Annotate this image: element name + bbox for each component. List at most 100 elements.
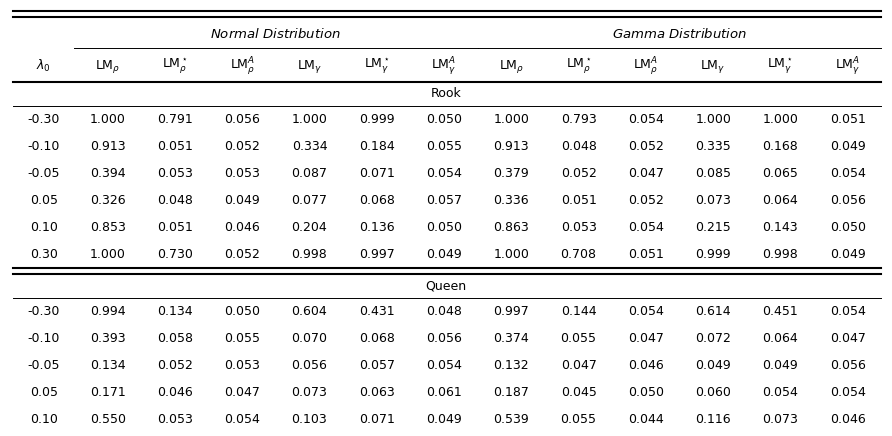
Text: 0.045: 0.045 xyxy=(561,386,597,399)
Text: 0.047: 0.047 xyxy=(628,332,664,345)
Text: 0.05: 0.05 xyxy=(29,194,58,207)
Text: 0.048: 0.048 xyxy=(157,194,193,207)
Text: 0.065: 0.065 xyxy=(763,167,798,180)
Text: 0.708: 0.708 xyxy=(560,248,597,261)
Text: 0.046: 0.046 xyxy=(225,221,260,234)
Text: $\mathit{Normal\ Distribution}$: $\mathit{Normal\ Distribution}$ xyxy=(211,27,342,41)
Text: 0.085: 0.085 xyxy=(695,167,731,180)
Text: 0.044: 0.044 xyxy=(628,413,664,426)
Text: 0.056: 0.056 xyxy=(224,113,260,126)
Text: -0.10: -0.10 xyxy=(28,332,60,345)
Text: 0.999: 0.999 xyxy=(359,113,394,126)
Text: 0.171: 0.171 xyxy=(90,386,126,399)
Text: 1.000: 1.000 xyxy=(90,113,126,126)
Text: 0.054: 0.054 xyxy=(830,305,865,318)
Text: 0.054: 0.054 xyxy=(426,359,462,372)
Text: $\lambda_0$: $\lambda_0$ xyxy=(37,58,51,74)
Text: 0.335: 0.335 xyxy=(695,140,731,153)
Text: 0.132: 0.132 xyxy=(493,359,529,372)
Text: 0.913: 0.913 xyxy=(493,140,529,153)
Text: -0.30: -0.30 xyxy=(28,113,60,126)
Text: 0.053: 0.053 xyxy=(157,413,193,426)
Text: $\mathit{Gamma\ Distribution}$: $\mathit{Gamma\ Distribution}$ xyxy=(612,27,747,41)
Text: 1.000: 1.000 xyxy=(90,248,126,261)
Text: 0.052: 0.052 xyxy=(224,248,260,261)
Text: 0.047: 0.047 xyxy=(561,359,597,372)
Text: 0.053: 0.053 xyxy=(224,359,260,372)
Text: 0.056: 0.056 xyxy=(830,359,865,372)
Text: 0.187: 0.187 xyxy=(493,386,529,399)
Text: 0.051: 0.051 xyxy=(628,248,664,261)
Text: 0.913: 0.913 xyxy=(90,140,126,153)
Text: 0.047: 0.047 xyxy=(224,386,260,399)
Text: 0.064: 0.064 xyxy=(763,332,798,345)
Text: 0.10: 0.10 xyxy=(29,221,58,234)
Text: 0.136: 0.136 xyxy=(359,221,394,234)
Text: 0.058: 0.058 xyxy=(157,332,193,345)
Text: 0.614: 0.614 xyxy=(695,305,731,318)
Text: 0.379: 0.379 xyxy=(493,167,529,180)
Text: 0.997: 0.997 xyxy=(493,305,529,318)
Text: 0.539: 0.539 xyxy=(493,413,529,426)
Text: 0.049: 0.049 xyxy=(426,413,462,426)
Text: 0.054: 0.054 xyxy=(763,386,798,399)
Text: 0.134: 0.134 xyxy=(90,359,126,372)
Text: 0.077: 0.077 xyxy=(292,194,327,207)
Text: -0.30: -0.30 xyxy=(28,305,60,318)
Text: $\mathrm{LM}_\gamma$: $\mathrm{LM}_\gamma$ xyxy=(297,58,322,75)
Text: 0.998: 0.998 xyxy=(292,248,327,261)
Text: 0.054: 0.054 xyxy=(628,221,664,234)
Text: $\mathrm{LM}^A_\gamma$: $\mathrm{LM}^A_\gamma$ xyxy=(432,55,457,77)
Text: 0.057: 0.057 xyxy=(426,194,462,207)
Text: 0.053: 0.053 xyxy=(224,167,260,180)
Text: 0.054: 0.054 xyxy=(628,113,664,126)
Text: 0.793: 0.793 xyxy=(561,113,597,126)
Text: 0.184: 0.184 xyxy=(359,140,394,153)
Text: 0.050: 0.050 xyxy=(628,386,664,399)
Text: 0.055: 0.055 xyxy=(224,332,260,345)
Text: 0.073: 0.073 xyxy=(292,386,327,399)
Text: 0.604: 0.604 xyxy=(292,305,327,318)
Text: 0.054: 0.054 xyxy=(426,167,462,180)
Text: 0.052: 0.052 xyxy=(224,140,260,153)
Text: 0.046: 0.046 xyxy=(628,359,664,372)
Text: $\mathrm{LM}^\star_\gamma$: $\mathrm{LM}^\star_\gamma$ xyxy=(364,57,390,76)
Text: 0.999: 0.999 xyxy=(695,248,731,261)
Text: 0.050: 0.050 xyxy=(224,305,260,318)
Text: 0.116: 0.116 xyxy=(695,413,731,426)
Text: 1.000: 1.000 xyxy=(292,113,327,126)
Text: 0.730: 0.730 xyxy=(157,248,193,261)
Text: 0.049: 0.049 xyxy=(763,359,798,372)
Text: 0.143: 0.143 xyxy=(763,221,798,234)
Text: $\mathrm{LM}^A_\rho$: $\mathrm{LM}^A_\rho$ xyxy=(229,55,255,77)
Text: 0.326: 0.326 xyxy=(90,194,126,207)
Text: 0.060: 0.060 xyxy=(695,386,731,399)
Text: 0.791: 0.791 xyxy=(157,113,193,126)
Text: Rook: Rook xyxy=(431,88,461,100)
Text: 0.049: 0.049 xyxy=(695,359,731,372)
Text: 1.000: 1.000 xyxy=(695,113,731,126)
Text: 0.994: 0.994 xyxy=(90,305,126,318)
Text: 0.055: 0.055 xyxy=(560,413,597,426)
Text: 0.052: 0.052 xyxy=(628,194,664,207)
Text: 0.05: 0.05 xyxy=(29,386,58,399)
Text: 0.057: 0.057 xyxy=(359,359,395,372)
Text: 0.049: 0.049 xyxy=(225,194,260,207)
Text: 0.054: 0.054 xyxy=(628,305,664,318)
Text: 0.204: 0.204 xyxy=(292,221,327,234)
Text: 0.550: 0.550 xyxy=(90,413,126,426)
Text: 0.050: 0.050 xyxy=(830,221,865,234)
Text: 0.052: 0.052 xyxy=(561,167,597,180)
Text: 0.071: 0.071 xyxy=(359,413,394,426)
Text: $\mathrm{LM}^\star_\rho$: $\mathrm{LM}^\star_\rho$ xyxy=(162,57,188,76)
Text: 1.000: 1.000 xyxy=(763,113,798,126)
Text: $\mathrm{LM}^\star_\gamma$: $\mathrm{LM}^\star_\gamma$ xyxy=(767,57,793,76)
Text: 0.073: 0.073 xyxy=(695,194,731,207)
Text: 0.056: 0.056 xyxy=(292,359,327,372)
Text: 0.068: 0.068 xyxy=(359,332,394,345)
Text: -0.05: -0.05 xyxy=(28,359,60,372)
Text: $\mathrm{LM}^A_\rho$: $\mathrm{LM}^A_\rho$ xyxy=(633,55,658,77)
Text: 0.046: 0.046 xyxy=(157,386,193,399)
Text: Queen: Queen xyxy=(425,279,467,292)
Text: 0.10: 0.10 xyxy=(29,413,58,426)
